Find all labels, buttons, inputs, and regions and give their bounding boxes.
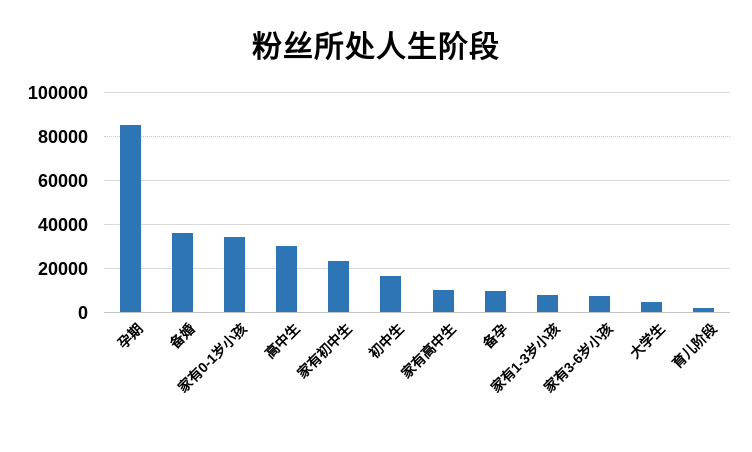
gridline	[104, 268, 730, 269]
bar	[536, 294, 558, 312]
bar	[641, 302, 663, 312]
plot-area	[104, 92, 730, 313]
gridline	[104, 180, 730, 181]
bar	[171, 233, 193, 312]
gridline	[104, 224, 730, 225]
bar	[223, 236, 245, 312]
y-axis-tick-label: 80000	[37, 127, 88, 147]
gridline	[104, 136, 730, 137]
bar	[276, 245, 298, 312]
bar	[693, 308, 715, 312]
gridline	[104, 92, 730, 93]
bar	[589, 295, 611, 312]
y-axis-tick-label: 100000	[27, 83, 88, 103]
bar	[119, 125, 141, 312]
chart-title: 粉丝所处人生阶段	[252, 31, 500, 64]
bar	[328, 260, 350, 312]
bar	[432, 290, 454, 312]
bar	[380, 275, 402, 312]
y-axis-tick-label: 60000	[37, 171, 88, 191]
bar	[484, 291, 506, 312]
gridline	[104, 312, 730, 313]
y-axis-tick-label: 20000	[37, 259, 88, 279]
y-axis-tick-label: 0	[77, 303, 88, 323]
y-axis-tick-label: 40000	[37, 215, 88, 235]
